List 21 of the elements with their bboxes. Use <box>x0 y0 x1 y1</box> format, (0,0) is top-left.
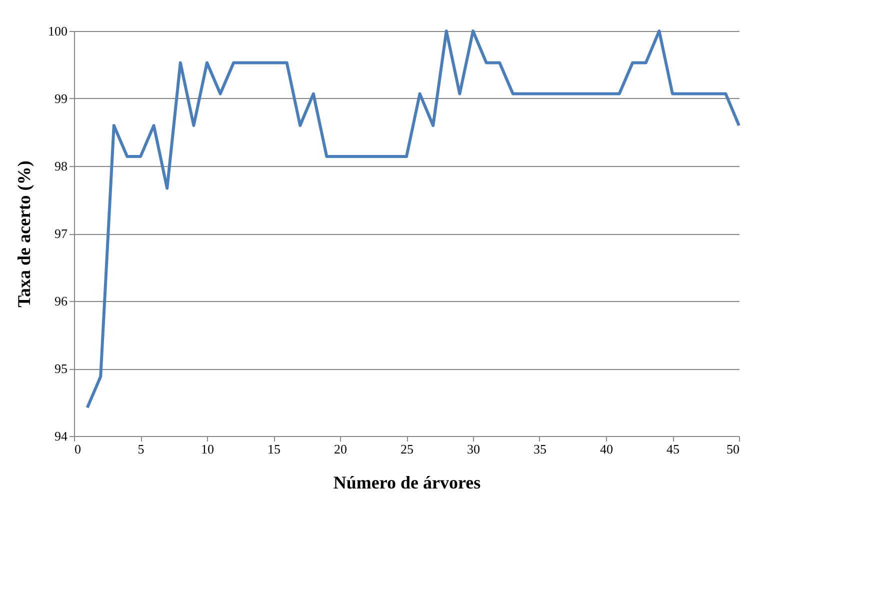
y-axis-title: Taxa de acerto (%) <box>14 160 34 308</box>
y-tick-label: 94 <box>54 428 68 444</box>
x-tick-label: 5 <box>138 442 144 456</box>
x-axis-title: Número de árvores <box>333 472 481 492</box>
y-tick-label: 100 <box>48 24 68 38</box>
y-tick-label: 99 <box>54 91 68 106</box>
x-tick-label: 35 <box>534 442 546 456</box>
x-tick-label: 40 <box>600 442 613 456</box>
x-tick-label: 30 <box>467 442 480 456</box>
x-tick-label: 20 <box>334 442 347 456</box>
line-series <box>86 30 740 410</box>
y-tick-label: 96 <box>54 294 68 308</box>
x-tick-label: 50 <box>726 442 740 456</box>
x-tick-label: 25 <box>400 442 414 456</box>
x-tick-label: 10 <box>201 442 214 456</box>
y-tick-label: 98 <box>54 158 68 174</box>
y-tick-label: 95 <box>54 361 68 376</box>
x-tick-label: 15 <box>268 442 280 456</box>
x-tick-label: 0 <box>74 442 81 456</box>
x-tick-label: 45 <box>666 442 680 456</box>
y-tick-label: 97 <box>54 226 68 241</box>
